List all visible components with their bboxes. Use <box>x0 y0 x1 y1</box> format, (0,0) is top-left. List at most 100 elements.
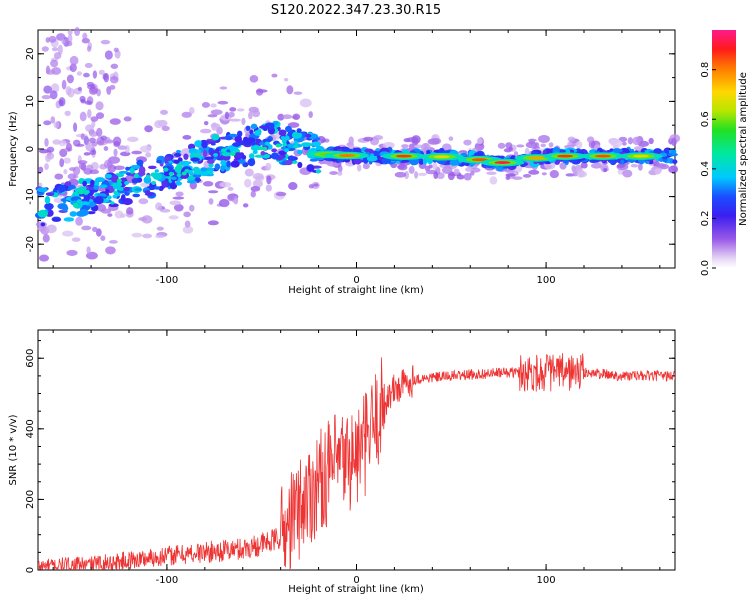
spectrogram-blob <box>67 33 73 43</box>
spectrogram-blob <box>59 158 65 168</box>
spectrogram-blob <box>152 172 163 180</box>
spectrogram-blob <box>271 148 278 153</box>
spectrogram-blob <box>36 187 48 193</box>
spectrogram-blob <box>201 140 208 149</box>
spectrogram-blob <box>159 208 171 213</box>
spectrogram-blob <box>50 59 59 68</box>
spectrogram-blob <box>619 147 630 154</box>
spectrogram-blob <box>145 152 152 158</box>
spectrogram-blob <box>100 208 112 214</box>
spectrogram-blob <box>489 176 498 185</box>
spectrogram-blob <box>73 202 79 207</box>
spectrogram-blob <box>285 125 292 133</box>
spectrogram-blob <box>46 224 57 234</box>
spectrogram-blob <box>284 159 293 166</box>
spectrogram-blob <box>505 175 511 181</box>
spectrogram-blob <box>67 87 75 98</box>
figure-title: S120.2022.347.23.30.R15 <box>271 3 441 18</box>
spectrogram-blob <box>664 148 670 155</box>
spectrogram-blob <box>299 98 312 108</box>
spectrogram-blob <box>169 200 182 206</box>
spectrogram-blob <box>622 169 633 178</box>
spectrogram-blob <box>236 108 245 112</box>
spectrogram-blob <box>123 186 130 192</box>
spectrogram-blob <box>296 128 302 133</box>
spectrogram-blob <box>207 159 215 164</box>
spectrogram-blob <box>188 106 195 115</box>
spectrogram-blob <box>112 194 118 199</box>
colorbar-tick-label: 0.4 <box>700 161 711 177</box>
spectrogram-blob <box>381 158 392 164</box>
spectrogram-blob <box>432 162 438 170</box>
spectrogram-blob <box>66 249 78 256</box>
spectrogram-blob <box>211 133 220 141</box>
spectrogram-blob <box>173 159 180 164</box>
spectrogram-blob <box>229 107 237 112</box>
spectrogram-blob <box>118 170 129 174</box>
spectrogram-blob <box>317 160 330 164</box>
spectrogram-blob <box>397 164 406 169</box>
spectrogram-blob <box>117 182 123 187</box>
spectrogram-blob <box>74 27 81 37</box>
spectrogram-blob <box>144 125 153 133</box>
spectrogram-blob <box>38 148 49 154</box>
spectrogram-blob <box>528 156 545 160</box>
spectrogram-blob <box>95 177 106 183</box>
spectrogram-blob <box>168 171 174 176</box>
spectrogram-blob <box>44 163 49 171</box>
spectrogram-blob <box>155 235 165 239</box>
spectrogram-blob <box>315 169 321 174</box>
spectrogram-blob <box>117 145 127 150</box>
spectrogram-blob <box>216 126 223 135</box>
spectrogram-blob <box>132 193 141 198</box>
spectrogram-blob <box>329 171 338 175</box>
spectrogram-blob <box>93 185 99 190</box>
spectrogram-blob <box>288 182 298 190</box>
spectrogram-blob <box>275 143 281 148</box>
spectrogram-blob <box>39 254 50 262</box>
spectrogram-blob <box>49 90 58 100</box>
spectrogram-blob <box>147 165 157 170</box>
colorbar-gradient <box>712 30 736 268</box>
spectrogram-ytick-label: 0 <box>25 146 36 152</box>
spectrogram-blob <box>541 172 547 176</box>
spectrogram-blob <box>637 163 643 171</box>
spectrogram-blob <box>362 162 370 170</box>
spectrogram-blob <box>176 149 181 154</box>
spectrogram-blob <box>65 40 73 47</box>
spectrogram-blob <box>280 136 286 141</box>
spectrogram-blob <box>88 86 98 95</box>
spectrogram-blob <box>78 190 84 195</box>
spectrogram-blob <box>469 171 475 176</box>
spectrogram-blob <box>69 63 77 73</box>
spectrogram-blob <box>124 180 130 185</box>
spectrogram-blob <box>494 161 511 164</box>
spectrogram-blob <box>497 142 506 149</box>
spectrogram-blob <box>204 156 214 161</box>
spectrogram-blob <box>75 216 83 226</box>
spectrogram-blob <box>282 142 288 147</box>
spectrogram-blob <box>79 111 87 122</box>
spectrogram-blob <box>241 117 246 126</box>
spectrogram-blob <box>341 147 348 153</box>
spectrogram-blob <box>206 170 214 175</box>
spectrogram-blob <box>44 202 54 210</box>
spectrogram-ytick-label: -10 <box>25 188 36 204</box>
spectrogram-blob <box>275 132 280 140</box>
spectrogram-blob <box>112 136 122 146</box>
spectrogram-blob <box>557 154 574 158</box>
spectrogram-blob <box>142 233 153 239</box>
spectrogram-blob <box>275 191 287 197</box>
spectrogram-blob <box>576 169 585 178</box>
spectrogram-blob <box>203 120 209 126</box>
spectrogram-blob <box>283 77 289 82</box>
spectrogram-blob <box>193 152 199 157</box>
spectrogram-blob <box>184 168 190 173</box>
spectrogram-blob <box>512 176 523 180</box>
spectrogram-blob <box>219 86 228 90</box>
spectrogram-blob <box>250 144 260 151</box>
spectrogram-blob <box>67 173 77 180</box>
spectrogram-blob <box>620 159 625 164</box>
spectrogram-blob <box>241 154 247 160</box>
spectrogram-blob <box>245 125 251 131</box>
